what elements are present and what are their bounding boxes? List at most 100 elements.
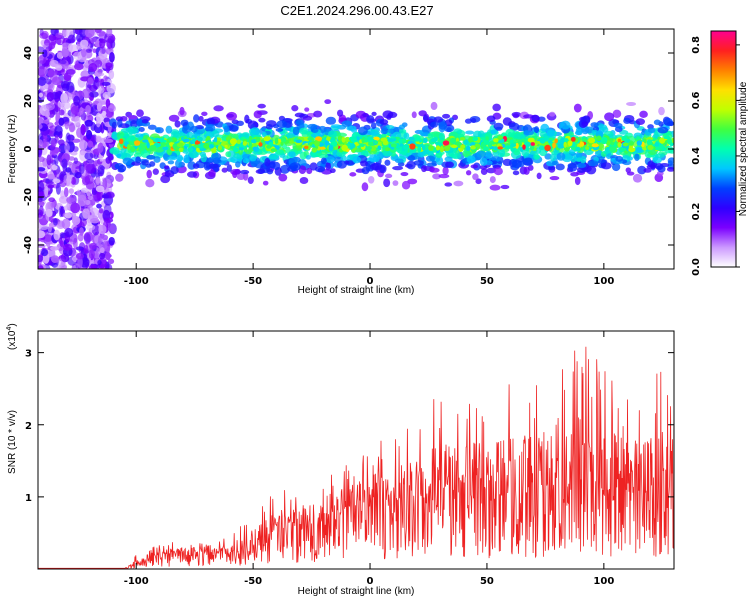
spectrogram-cell [147, 124, 157, 130]
spectrogram-cell [394, 158, 404, 164]
spectrogram-cell [387, 111, 398, 118]
spectrogram-cell [536, 172, 542, 180]
spectrogram-cell [51, 150, 59, 155]
spectrogram-cell [54, 125, 63, 136]
spectrogram-cell [96, 102, 102, 112]
spectrogram-core-cell [318, 142, 325, 147]
spectrogram-cell [337, 109, 344, 117]
spectrogram-cell [60, 92, 69, 104]
spectrogram-core-cell [575, 146, 581, 152]
spectrogram-cell [107, 104, 117, 113]
spectrogram-cell [58, 205, 64, 218]
spectrogram-cell [275, 149, 285, 155]
spectrogram-cell [313, 110, 323, 118]
spectrogram-cell [576, 162, 587, 169]
spectrogram-cell [45, 209, 53, 217]
spectrogram-core-cell [203, 142, 210, 149]
spectrogram-cell [70, 105, 79, 115]
spectrogram-core-cell [216, 137, 222, 142]
spectrogram-core-cell [387, 138, 395, 142]
spectrogram-cell [120, 147, 127, 154]
spectrogram-core-cell [324, 140, 329, 146]
spectrogram-core-cell [525, 146, 530, 152]
spectrogram-cell [320, 157, 327, 165]
spectrogram-cell [190, 125, 198, 133]
spectrogram-core-cell [463, 139, 469, 145]
spectrogram-cell [42, 139, 48, 149]
spectrogram-cell [200, 153, 207, 163]
spectrogram-cell [444, 156, 453, 162]
spectrogram-cell [68, 188, 74, 194]
spectrogram-core-cell [671, 137, 674, 144]
spectrogram-cell [244, 114, 250, 124]
spectrogram-y-tick-label: -40 [23, 236, 34, 254]
spectrogram-cell [449, 153, 458, 159]
spectrogram-cell [38, 156, 45, 163]
spectrogram-cell [289, 162, 301, 171]
spectrogram-cell [90, 36, 97, 44]
spectrogram-cell [307, 123, 318, 129]
spectrogram-core-cell [646, 139, 653, 146]
spectrogram-core-cell [659, 143, 664, 150]
spectrogram-cell [92, 48, 97, 53]
spectrogram-cell [93, 123, 103, 134]
spectrogram-cell [61, 158, 68, 169]
spectrogram-core-cell [248, 135, 253, 142]
spectrogram-cell [85, 181, 95, 190]
spectrogram-cell [495, 126, 503, 131]
spectrogram-core-cell [119, 138, 124, 145]
spectrogram-cell [49, 59, 59, 68]
spectrogram-cell [466, 155, 476, 164]
spectrogram-cell [295, 119, 305, 126]
spectrogram-cell [549, 176, 560, 181]
spectrogram-cell [523, 157, 534, 166]
spectrogram-cell [208, 169, 216, 178]
spectrogram-cell [264, 157, 271, 167]
spectrogram-cell [76, 33, 84, 43]
spectrogram-core-cell [401, 138, 407, 144]
spectrogram-cell [637, 165, 647, 175]
spectrogram-core-cell [458, 147, 463, 153]
spectrogram-cell [417, 152, 424, 157]
spectrogram-cell [168, 114, 180, 122]
spectrogram-cell [278, 173, 288, 182]
spectrogram-y-tick-label: 0 [23, 145, 34, 152]
spectrogram-cell [193, 114, 200, 123]
spectrogram-cell [183, 154, 190, 164]
spectrogram-cell [149, 161, 156, 167]
spectrogram-core-cell [314, 136, 322, 142]
spectrogram-cell [604, 112, 615, 122]
snr-y-tick-label: 2 [25, 421, 32, 432]
spectrogram-cell [613, 122, 623, 129]
spectrogram-core-cell [534, 140, 540, 145]
spectrogram-cell [201, 111, 208, 117]
spectrogram-core-cell [311, 147, 318, 153]
spectrogram-cell [146, 154, 156, 160]
spectrogram-cell [383, 178, 391, 188]
spectrogram-cell [109, 51, 115, 63]
spectrogram-core-cell [142, 139, 149, 143]
spectrogram-cell [242, 158, 250, 164]
spectrogram-cell [611, 162, 621, 172]
spectrogram-core-cell [314, 140, 320, 147]
spectrogram-cell [54, 154, 59, 166]
spectrogram-core-cell [217, 145, 222, 151]
spectrogram-cell [508, 122, 520, 131]
spectrogram-cell [285, 133, 295, 139]
spectrogram-cell [167, 156, 178, 161]
spectrogram-core-cell [154, 137, 161, 143]
spectrogram-x-tick-label: -100 [124, 276, 149, 287]
snr-y-tick-label: 3 [25, 349, 32, 360]
spectrogram-cell [360, 160, 369, 167]
spectrogram-cell [418, 110, 427, 117]
spectrogram-core-cell [523, 141, 532, 148]
spectrogram-cell [64, 121, 74, 126]
snr-frame [37, 330, 675, 570]
spectrogram-core-cell [149, 144, 157, 151]
spectrogram-core-cell [655, 146, 660, 151]
spectrogram-core-cell [251, 139, 258, 144]
spectrogram-cell [265, 123, 273, 130]
spectrogram-cell [413, 160, 425, 166]
spectrogram-core-cell [450, 144, 458, 149]
spectrogram-cell [429, 167, 440, 173]
